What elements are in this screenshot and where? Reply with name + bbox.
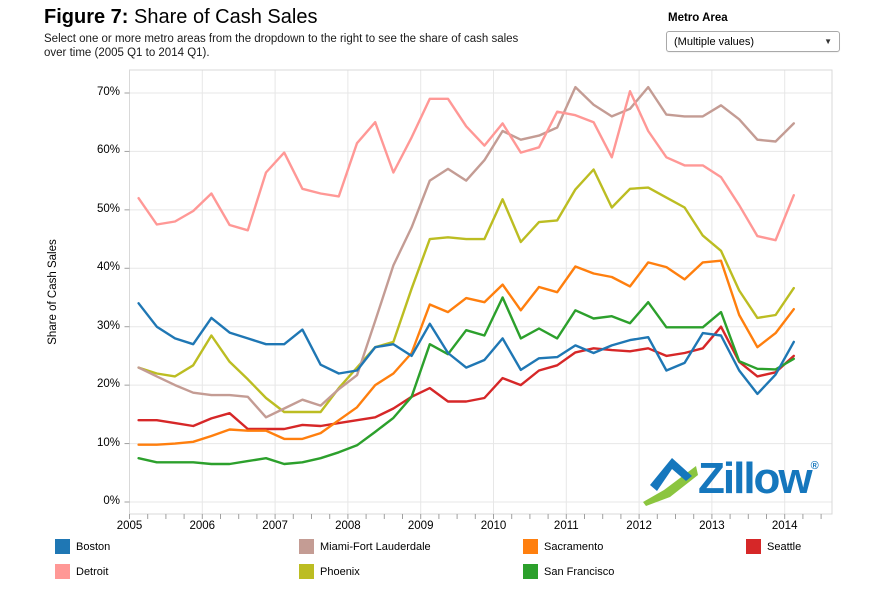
legend-item-phoenix[interactable]: Phoenix: [299, 564, 360, 579]
legend-label: Miami-Fort Lauderdale: [320, 540, 431, 553]
series-line-boston[interactable]: [137, 302, 795, 396]
legend-swatch-san-francisco: [523, 564, 538, 579]
x-axis-tick-label: 2005: [116, 520, 143, 532]
legend-label: Detroit: [76, 565, 109, 578]
series-line-phoenix[interactable]: [137, 168, 795, 414]
legend-label: Seattle: [767, 540, 802, 553]
zillow-logo: Zillow ®: [642, 454, 819, 506]
metro-area-filter-label: Metro Area: [668, 12, 728, 24]
legend-item-san-francisco[interactable]: San Francisco: [523, 564, 614, 579]
legend-item-sacramento[interactable]: Sacramento: [523, 539, 603, 554]
figure-subtitle-line2: over time (2005 Q1 to 2014 Q1).: [44, 47, 210, 59]
legend-item-miami-fort-lauderdale[interactable]: Miami-Fort Lauderdale: [299, 539, 431, 554]
page-title: Figure 7: Share of Cash Sales: [44, 6, 317, 29]
y-axis-tick-label: 20%: [96, 378, 120, 391]
figure-subtitle-line1: Select one or more metro areas from the …: [44, 33, 519, 45]
legend-label: Boston: [76, 540, 111, 553]
legend-swatch-detroit: [55, 564, 70, 579]
x-axis-tick-label: 2010: [480, 520, 507, 532]
legend-item-boston[interactable]: Boston: [55, 539, 110, 554]
zillow-logo-mark-icon: [643, 458, 698, 506]
x-axis-tick-label: 2007: [262, 520, 288, 532]
x-axis-tick-label: 2011: [553, 520, 579, 532]
y-axis-tick-label: 70%: [96, 85, 120, 98]
series-line-miami-fort-lauderdale[interactable]: [137, 85, 795, 419]
x-axis-tick-label: 2014: [771, 520, 798, 532]
registered-trademark-icon: ®: [810, 460, 819, 472]
legend-label: San Francisco: [544, 565, 615, 578]
x-axis-tick-label: 2006: [189, 520, 216, 532]
series-line-detroit[interactable]: [137, 89, 795, 242]
x-axis-tick-label: 2008: [335, 520, 361, 532]
y-axis-tick-label: 40%: [96, 261, 120, 274]
x-axis-tick-label: 2012: [626, 520, 652, 532]
chevron-down-icon: ▼: [824, 37, 832, 46]
zillow-logo-text: Zillow: [698, 454, 813, 503]
legend-swatch-miami-fort-lauderdale: [299, 539, 314, 554]
legend-swatch-seattle: [746, 539, 761, 554]
series-line-seattle[interactable]: [137, 325, 795, 431]
legend-label: Sacramento: [544, 540, 604, 553]
y-axis-tick-label: 10%: [96, 436, 120, 449]
x-axis-tick-label: 2009: [407, 520, 434, 532]
legend-label: Phoenix: [320, 565, 360, 578]
metro-area-dropdown[interactable]: (Multiple values) ▼: [666, 31, 840, 52]
y-axis-tick-label: 0%: [103, 495, 120, 507]
legend-item-seattle[interactable]: Seattle: [746, 539, 801, 554]
series-line-sacramento[interactable]: [137, 259, 795, 446]
figure-label: Figure 7:: [44, 6, 129, 28]
legend-item-detroit[interactable]: Detroit: [55, 564, 108, 579]
metro-area-dropdown-value: (Multiple values): [674, 35, 755, 48]
x-axis-tick-label: 2013: [699, 520, 725, 532]
figure-title-text: Share of Cash Sales: [134, 6, 318, 28]
y-axis-tick-label: 60%: [96, 144, 120, 157]
legend-swatch-boston: [55, 539, 70, 554]
legend-swatch-phoenix: [299, 564, 314, 579]
figure-subtitle: Select one or more metro areas from the …: [44, 32, 518, 60]
plot-frame: [129, 69, 833, 515]
legend-swatch-sacramento: [523, 539, 538, 554]
y-axis-tick-label: 30%: [96, 319, 120, 332]
y-axis-tick-label: 50%: [96, 202, 120, 215]
series-line-san-francisco[interactable]: [137, 296, 795, 466]
